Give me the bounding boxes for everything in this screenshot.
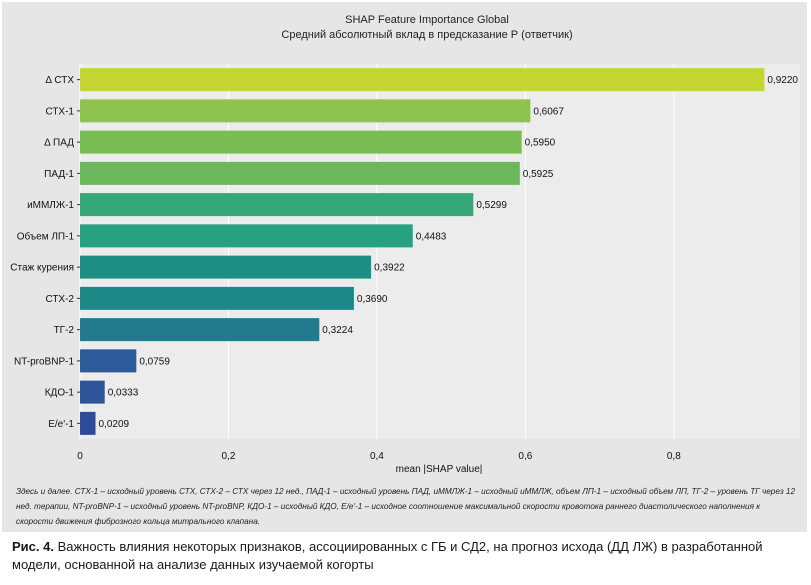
x-tick-label: 0,8 [667, 451, 681, 462]
chart-subtitle: Средний абсолютный вклад в предсказание … [281, 29, 572, 41]
value-label: 0,3224 [322, 325, 353, 336]
category-label: Е/е'-1 [48, 419, 74, 430]
grid-lines [79, 64, 675, 439]
bars [80, 68, 765, 435]
bar [80, 68, 765, 92]
category-label: NT-proBNP-1 [14, 356, 74, 367]
chart-title: SHAP Feature Importance Global [345, 14, 509, 26]
bar [80, 161, 520, 185]
footnote: Здесь и далее. СТХ-1 – исходный уровень … [16, 487, 796, 526]
category-label: иММЛЖ-1 [27, 200, 74, 211]
x-tick-label: 0,6 [518, 451, 532, 462]
category-label: Δ ПАД [44, 138, 74, 149]
plot-area [80, 64, 800, 439]
bar [80, 349, 137, 373]
bar [80, 99, 531, 123]
bar [80, 255, 372, 279]
value-label: 0,0209 [99, 419, 130, 430]
x-tick-labels: 0 0,2 0,4 0,6 0,8 [77, 451, 681, 462]
bar [80, 193, 474, 217]
category-label: Стаж курения [10, 263, 74, 274]
bar [80, 286, 354, 310]
shap-bar-chart: SHAP Feature Importance Global Средний а… [10, 14, 800, 475]
value-labels: 0,9220 0,6067 0,5950 0,5925 0,5299 0,4483 0,39… [99, 75, 799, 430]
value-label: 0,3922 [374, 263, 405, 274]
value-label: 0,0333 [108, 388, 139, 399]
bar [80, 318, 320, 342]
caption-label: Рис. 4. [12, 539, 54, 554]
value-label: 0,5950 [525, 138, 556, 149]
value-label: 0,5299 [476, 200, 507, 211]
category-label: Объем ЛП-1 [17, 230, 75, 242]
bar [80, 130, 522, 154]
value-label: 0,9220 [767, 75, 798, 86]
category-label: ТГ-2 [54, 325, 75, 336]
value-label: 0,6067 [533, 106, 564, 117]
category-labels: Δ СТХ СТХ-1 Δ ПАД ПАД-1 иММЛЖ-1 Объем ЛП-1 Ста… [10, 75, 80, 430]
category-label: СТХ-1 [45, 106, 74, 117]
category-label: ПАД-1 [44, 169, 74, 180]
x-axis-title: mean |SHAP value| [396, 464, 483, 475]
category-label: КДО-1 [45, 388, 75, 399]
x-tick-label: 0,4 [370, 451, 384, 462]
figure-panel: SHAP Feature Importance Global Средний а… [2, 2, 807, 532]
bar [80, 224, 413, 248]
bar [80, 380, 105, 404]
figure-caption: Рис. 4. Важность влияния некоторых призн… [12, 538, 804, 574]
category-label: СТХ-2 [45, 294, 74, 305]
x-tick-label: 0,2 [222, 451, 236, 462]
category-label: Δ СТХ [45, 75, 74, 86]
value-label: 0,5925 [523, 169, 554, 180]
bar [80, 411, 96, 435]
value-label: 0,4483 [416, 231, 447, 242]
value-label: 0,3690 [357, 294, 388, 305]
x-tick-label: 0 [77, 451, 83, 462]
value-label: 0,0759 [139, 356, 170, 367]
caption-text: Важность влияния некоторых признаков, ас… [12, 539, 763, 572]
